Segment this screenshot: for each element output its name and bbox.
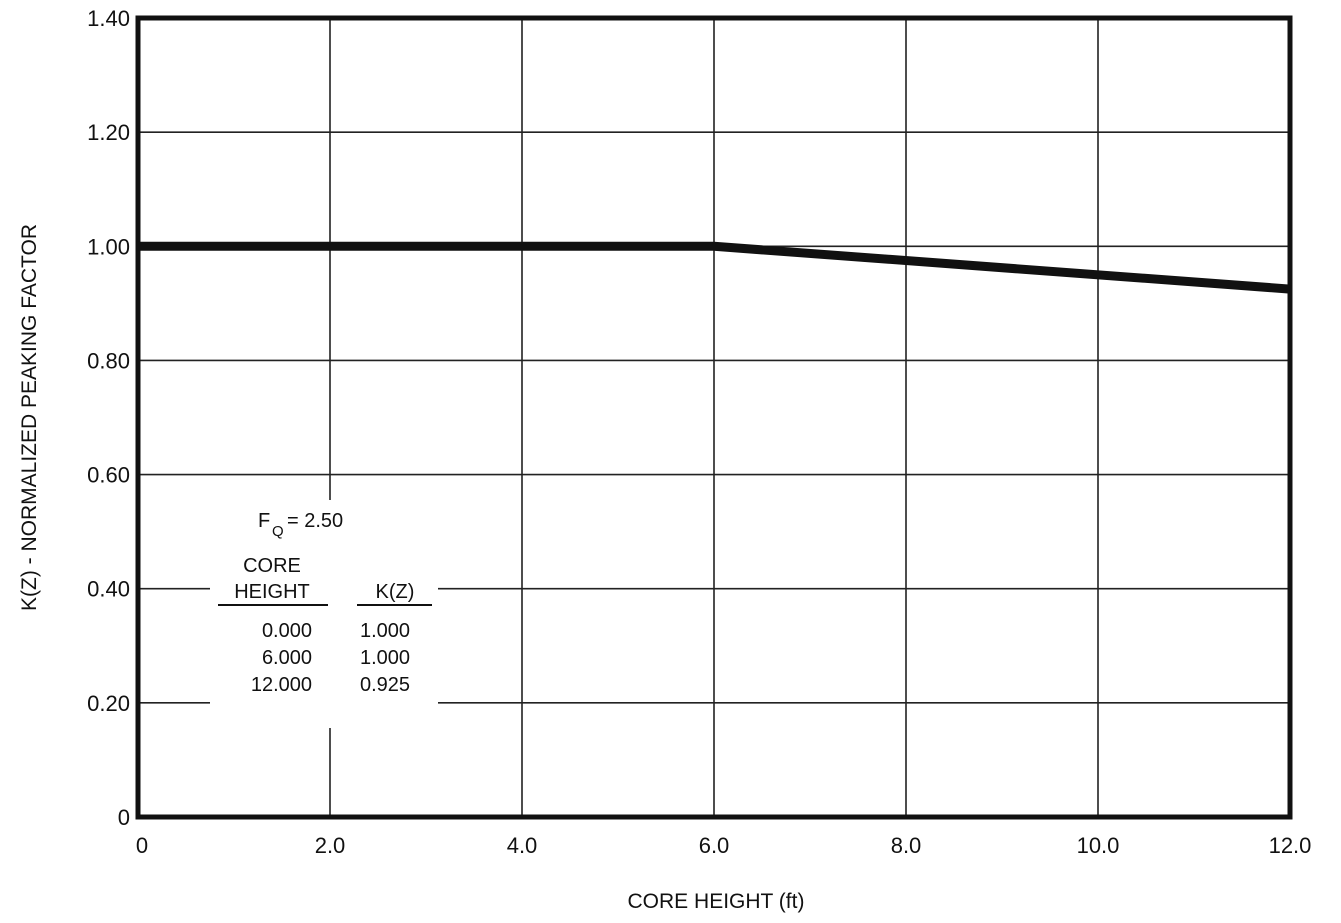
x-tick-label: 12.0 <box>1269 833 1312 858</box>
annotation-table: F Q = 2.50 CORE HEIGHT K(Z) 0.000 1.000 6.… <box>218 510 432 696</box>
y-tick-label: 0.40 <box>87 577 130 602</box>
x-tick-label: 8.0 <box>891 833 922 858</box>
x-tick-label: 2.0 <box>315 833 346 858</box>
annotation-kz-value: 1.000 <box>360 647 410 669</box>
x-tick-label: 0 <box>136 833 148 858</box>
core-height-header-line2: HEIGHT <box>234 581 310 603</box>
y-tick-label: 0.80 <box>87 348 130 373</box>
x-tick-label: 10.0 <box>1077 833 1120 858</box>
annotation-core-height-value: 0.000 <box>262 620 312 642</box>
core-height-header-line1: CORE <box>243 555 301 577</box>
y-tick-label: 0.60 <box>87 463 130 488</box>
kz-header: K(Z) <box>376 581 415 603</box>
y-tick-label: 1.00 <box>87 234 130 259</box>
x-tick-label: 4.0 <box>507 833 538 858</box>
y-tick-label: 1.20 <box>87 120 130 145</box>
fq-label: F <box>258 510 270 532</box>
x-axis-label: CORE HEIGHT (ft) <box>628 890 805 913</box>
y-tick-label: 0.20 <box>87 691 130 716</box>
annotation-core-height-value: 6.000 <box>262 647 312 669</box>
y-tick-label: 0 <box>118 805 130 830</box>
annotation-core-height-value: 12.000 <box>251 674 312 696</box>
fq-value: = 2.50 <box>287 510 343 532</box>
annotation-rows: 0.000 1.000 6.000 1.000 12.000 0.925 <box>251 620 410 696</box>
annotation-kz-value: 0.925 <box>360 674 410 696</box>
y-tick-label: 1.40 <box>87 6 130 31</box>
y-axis-label: K(Z) - NORMALIZED PEAKING FACTOR <box>18 224 41 611</box>
x-tick-label: 6.0 <box>699 833 730 858</box>
annotation-kz-value: 1.000 <box>360 620 410 642</box>
tick-labels: 0 2.0 4.0 6.0 8.0 10.0 12.0 0 0.20 0.40 0.60 0.80 1.… <box>87 6 1311 858</box>
kz-curve <box>138 241 1291 294</box>
plot-frame <box>135 15 1293 820</box>
annotation-background <box>210 500 438 728</box>
fq-subscript: Q <box>272 523 284 540</box>
